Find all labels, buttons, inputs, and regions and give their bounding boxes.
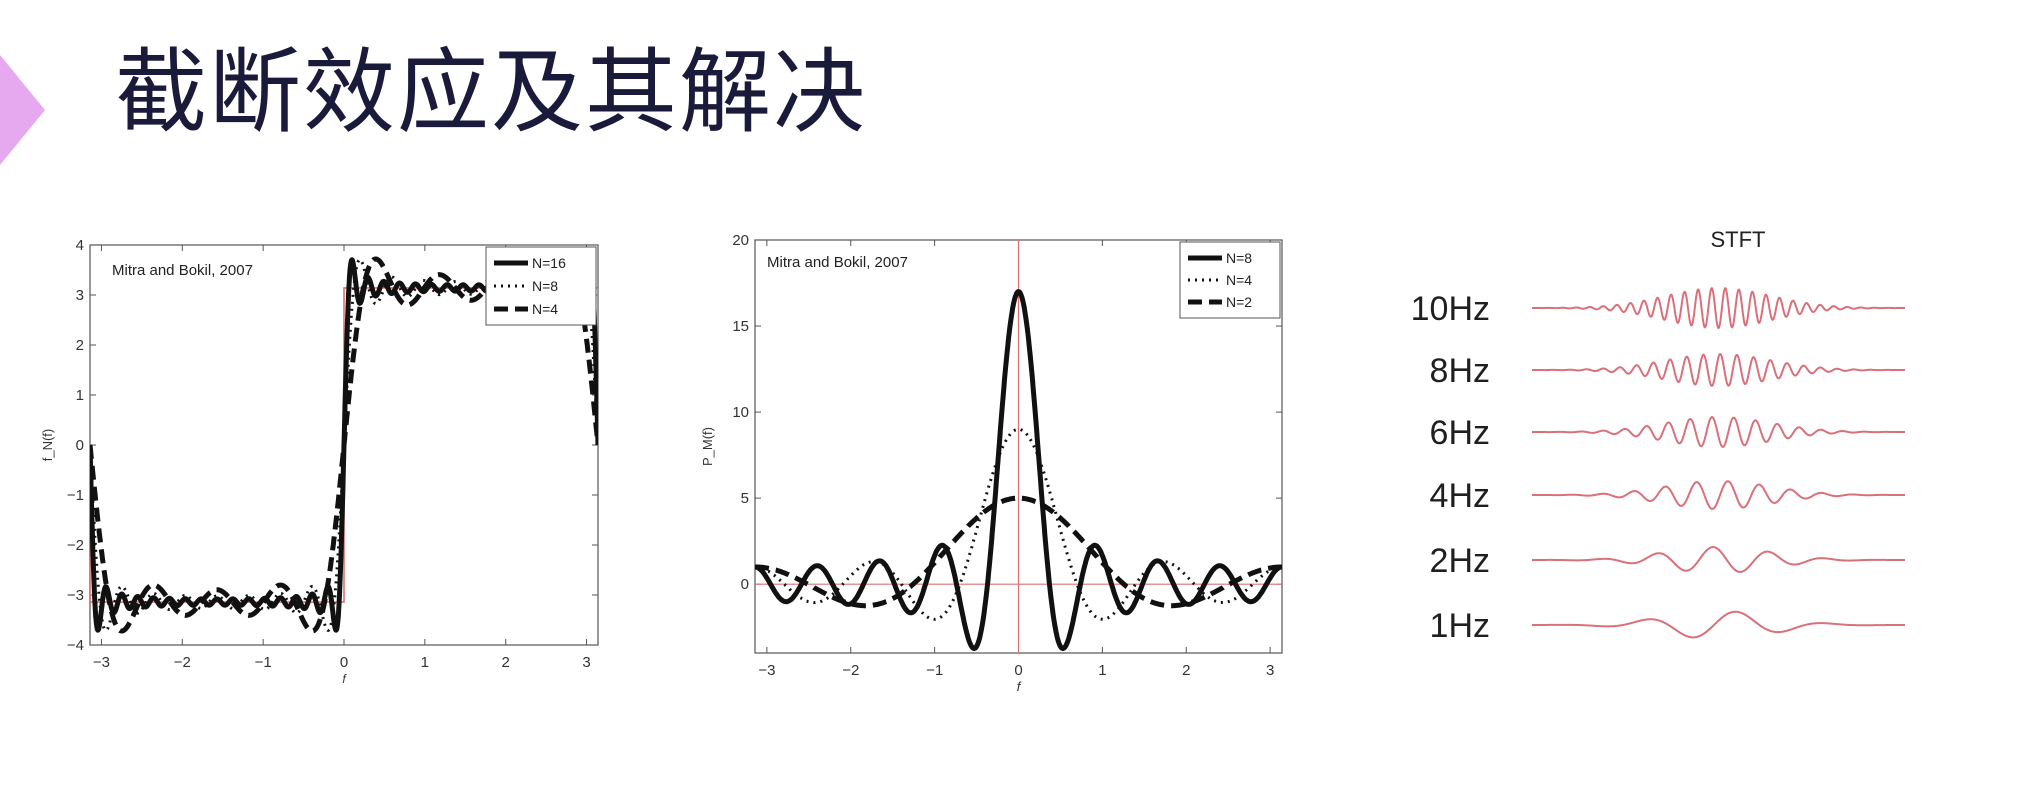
x-axis-label: f (1017, 679, 1022, 694)
x-tick-label: −2 (174, 654, 191, 671)
chart-2: −3 −2 −1 0 1 2 3 0 5 10 15 20 f P_M(f) Mitra and Bokil… (700, 232, 1283, 694)
chart-3: STFT 10Hz 8Hz 6Hz 4Hz 2Hz 1Hz (1411, 227, 1906, 645)
y-tick-label: 4 (76, 237, 84, 254)
page-title: 截断效应及其解决 (115, 39, 868, 146)
y-axis-label: f_N(f) (40, 429, 55, 462)
y-tick-label: 15 (732, 318, 749, 335)
frequency-label: 10Hz (1411, 290, 1490, 328)
x-tick-label: 1 (1098, 662, 1106, 679)
wave-packet (1531, 416, 1906, 448)
legend-label: N=8 (1226, 250, 1252, 266)
legend-label: N=4 (1226, 272, 1252, 288)
x-tick-label: −1 (255, 654, 272, 671)
x-axis-label: f (342, 672, 347, 686)
y-axis-label: P_M(f) (700, 427, 715, 466)
wave-packet (1531, 287, 1906, 329)
y-tick-label: 5 (741, 490, 749, 507)
frequency-label: 4Hz (1430, 477, 1490, 515)
x-tick-label: 0 (1014, 662, 1022, 679)
accent-triangle-shape (0, 55, 45, 165)
x-tick-label: −1 (926, 662, 943, 679)
legend-label: N=2 (1226, 294, 1252, 310)
chart-annotation: Mitra and Bokil, 2007 (767, 254, 908, 271)
legend-label: N=16 (532, 255, 566, 271)
y-tick-label: 0 (76, 437, 84, 454)
wave-packet (1531, 480, 1906, 510)
plot-lines (755, 240, 1282, 653)
x-tick-label: 2 (502, 654, 510, 671)
y-tick-label: −3 (67, 587, 84, 604)
x-tick-label: 3 (1266, 662, 1274, 679)
y-tick-label: −1 (67, 487, 84, 504)
chart-1: −3 −2 −1 0 1 2 3 −4 −3 −2 −1 0 1 2 3 4 f f_N(f) Mitra and … (40, 237, 599, 686)
wave-packet (1531, 610, 1906, 639)
y-tick-label: 20 (732, 232, 749, 249)
x-tick-label: 2 (1182, 662, 1190, 679)
legend-box (485, 246, 597, 326)
series-line (755, 427, 1282, 621)
x-tick-label: 0 (340, 654, 348, 671)
y-tick-label: 3 (76, 287, 84, 304)
stft-title: STFT (1711, 227, 1766, 252)
chart-annotation: Mitra and Bokil, 2007 (112, 262, 253, 279)
frequency-label: 1Hz (1430, 607, 1490, 645)
frequency-label: 2Hz (1430, 542, 1490, 580)
y-tick-label: −2 (67, 537, 84, 554)
x-tick-label: −2 (842, 662, 859, 679)
x-tick-label: 3 (582, 654, 590, 671)
y-tick-label: 0 (741, 576, 749, 593)
y-tick-label: 10 (732, 404, 749, 421)
y-tick-label: −4 (67, 637, 84, 654)
wave-packet (1531, 353, 1906, 387)
wave-packet (1531, 546, 1906, 573)
series-line (755, 289, 1282, 651)
frequency-label: 8Hz (1430, 352, 1490, 390)
y-tick-label: 2 (76, 337, 84, 354)
y-tick-label: 1 (76, 387, 84, 404)
x-tick-label: 1 (421, 654, 429, 671)
x-tick-label: −3 (93, 654, 110, 671)
legend-label: N=4 (532, 301, 558, 317)
x-tick-label: −3 (758, 662, 775, 679)
frequency-label: 6Hz (1430, 414, 1490, 452)
legend-label: N=8 (532, 278, 558, 294)
